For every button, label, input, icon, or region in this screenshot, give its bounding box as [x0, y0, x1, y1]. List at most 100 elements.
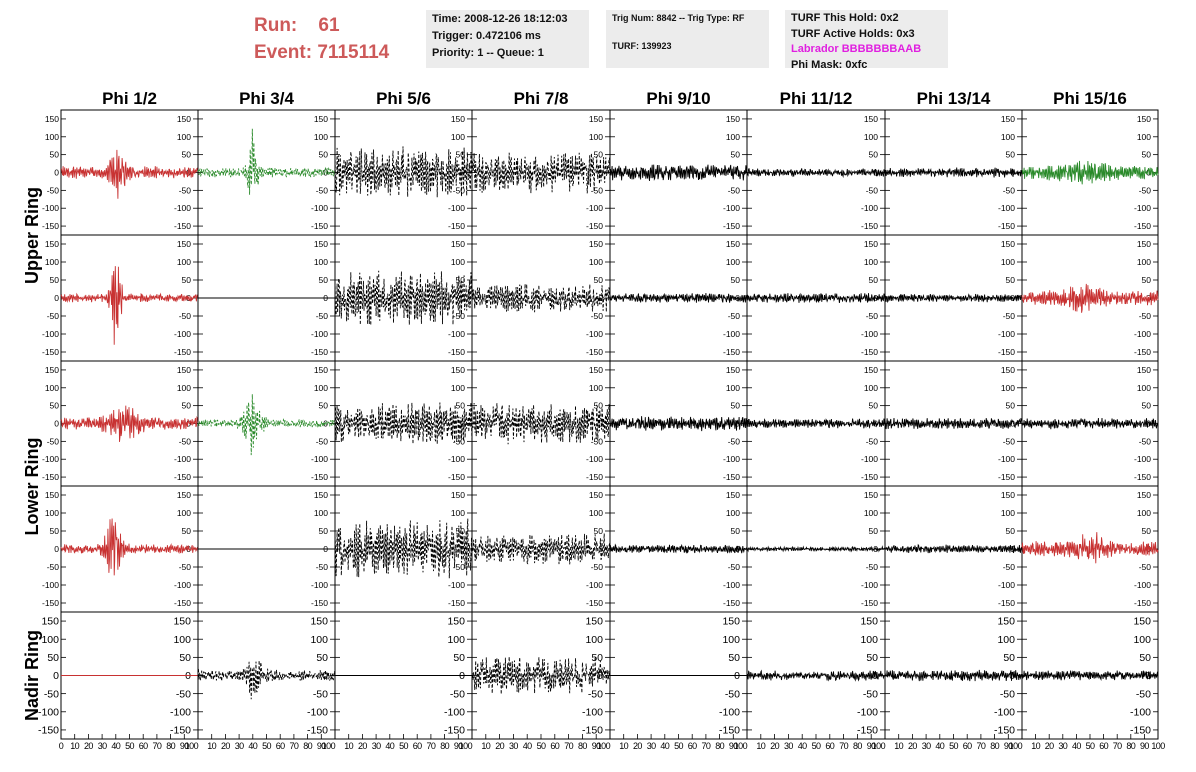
- x-tick-label: 20: [495, 741, 504, 751]
- y-tick-label: -100: [42, 203, 59, 213]
- y-tick-label: 50: [453, 652, 465, 664]
- y-tick-label: -150: [42, 221, 59, 231]
- waveform-trace: [884, 167, 1023, 178]
- turf-this-hold-text: TURF This Hold: 0x2: [791, 12, 899, 24]
- y-tick-label: 100: [860, 634, 878, 646]
- waveform-trace: [1021, 670, 1159, 681]
- y-tick-label: 150: [314, 365, 328, 375]
- x-tick-label: 50: [262, 741, 271, 751]
- y-tick-label: -150: [1134, 598, 1151, 608]
- y-tick-label: -50: [1003, 311, 1016, 321]
- y-tick-label: 100: [451, 508, 465, 518]
- y-tick-label: -50: [1003, 185, 1016, 195]
- y-tick-label: 50: [319, 275, 329, 285]
- x-tick-label: 100: [322, 741, 336, 751]
- x-tick-label: 20: [84, 741, 93, 751]
- run-label: Run:: [254, 15, 298, 36]
- y-tick-label: -50: [1003, 562, 1016, 572]
- labrador-text: Labrador BBBBBBBAAB: [791, 43, 922, 55]
- x-tick-label: 90: [180, 741, 189, 751]
- y-tick-label: -150: [998, 347, 1015, 357]
- x-tick-label: 90: [317, 741, 326, 751]
- y-tick-label: -50: [316, 436, 329, 446]
- x-tick-label: 50: [1086, 741, 1095, 751]
- y-tick-label: -50: [728, 185, 741, 195]
- x-tick-label: 80: [440, 741, 449, 751]
- waveform-trace: [60, 518, 199, 576]
- y-tick-label: -100: [998, 454, 1015, 464]
- y-tick-label: -100: [311, 329, 328, 339]
- x-tick-label: 30: [235, 741, 244, 751]
- x-tick-label: 40: [798, 741, 807, 751]
- y-tick-label: -150: [448, 472, 465, 482]
- y-tick-label: 150: [860, 616, 878, 628]
- x-tick-label: 20: [908, 741, 917, 751]
- y-tick-label: 50: [591, 652, 603, 664]
- x-tick-label: 70: [426, 741, 435, 751]
- x-tick-label: 30: [98, 741, 107, 751]
- x-tick-label: 60: [139, 741, 148, 751]
- y-tick-label: -150: [586, 221, 603, 231]
- y-tick-label: 0: [459, 670, 465, 682]
- y-tick-label: -100: [998, 329, 1015, 339]
- y-tick-label: 0: [872, 670, 878, 682]
- x-tick-label: 30: [509, 741, 518, 751]
- y-tick-label: 150: [310, 616, 328, 628]
- y-tick-label: -50: [588, 688, 603, 700]
- y-tick-label: 100: [45, 132, 59, 142]
- y-tick-label: 50: [456, 275, 466, 285]
- y-tick-label: 50: [1139, 652, 1151, 664]
- y-tick-label: -100: [1134, 329, 1151, 339]
- y-tick-label: -100: [444, 706, 465, 718]
- y-tick-label: 150: [1137, 490, 1151, 500]
- y-tick-label: 150: [45, 490, 59, 500]
- waveform-trace: [334, 146, 473, 198]
- y-tick-label: -100: [311, 454, 328, 464]
- y-tick-label: -50: [1139, 185, 1152, 195]
- x-tick-label: 40: [111, 741, 120, 751]
- y-tick-label: 100: [1133, 634, 1151, 646]
- y-tick-label: -150: [42, 472, 59, 482]
- y-tick-label: -50: [591, 311, 604, 321]
- y-tick-label: -100: [448, 454, 465, 464]
- y-tick-label: 100: [1001, 383, 1015, 393]
- y-tick-label: 50: [182, 275, 192, 285]
- y-tick-label: -50: [1139, 436, 1152, 446]
- x-tick-label: 70: [976, 741, 985, 751]
- y-tick-label: 100: [864, 132, 878, 142]
- waveform-trace: [197, 660, 336, 700]
- waveform-trace: [609, 164, 748, 181]
- y-tick-label: 150: [726, 490, 740, 500]
- x-tick-label: 80: [853, 741, 862, 751]
- y-tick-label: -100: [586, 329, 603, 339]
- y-tick-label: 150: [451, 365, 465, 375]
- y-tick-label: -150: [311, 472, 328, 482]
- y-tick-label: 50: [319, 401, 329, 411]
- y-tick-label: 150: [726, 114, 740, 124]
- y-tick-label: -150: [719, 725, 740, 737]
- x-tick-label: 70: [152, 741, 161, 751]
- y-tick-label: -50: [316, 562, 329, 572]
- y-tick-label: 50: [1142, 275, 1152, 285]
- y-tick-label: 100: [177, 132, 191, 142]
- y-tick-label: -150: [42, 347, 59, 357]
- y-tick-label: 150: [726, 365, 740, 375]
- y-tick-label: -50: [179, 562, 192, 572]
- x-tick-label: 90: [867, 741, 876, 751]
- waveform-trace: [471, 656, 611, 695]
- y-tick-label: 100: [314, 383, 328, 393]
- y-tick-label: -150: [723, 347, 740, 357]
- x-tick-label: 10: [619, 741, 628, 751]
- x-tick-label: 40: [935, 741, 944, 751]
- y-tick-label: -150: [861, 347, 878, 357]
- y-tick-label: 100: [1137, 383, 1151, 393]
- trigger-info-box: Trig Num: 8842 -- Trig Type: RF TURF: 13…: [606, 10, 769, 68]
- y-tick-label: 150: [177, 365, 191, 375]
- x-tick-label: 100: [734, 741, 748, 751]
- y-tick-label: -150: [1134, 347, 1151, 357]
- waveform-trace: [746, 545, 886, 553]
- y-tick-label: 150: [1001, 365, 1015, 375]
- x-tick-label: 50: [537, 741, 546, 751]
- x-tick-label: 90: [729, 741, 738, 751]
- y-tick-label: 50: [50, 526, 60, 536]
